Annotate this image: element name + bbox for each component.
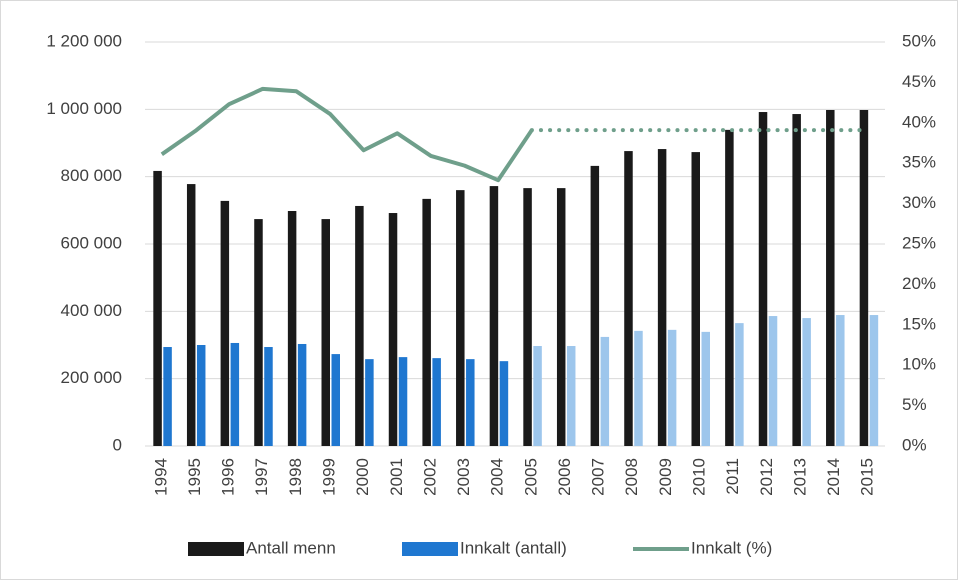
bar xyxy=(432,358,441,446)
bar xyxy=(456,190,465,446)
bar xyxy=(499,361,509,446)
x-tick-label: 1994 xyxy=(151,458,170,496)
bar xyxy=(566,346,576,446)
bar xyxy=(836,315,845,446)
bar xyxy=(657,149,667,446)
y2-tick-label: 20% xyxy=(902,274,936,293)
legend-swatch xyxy=(188,542,244,556)
bar xyxy=(768,316,778,446)
bar xyxy=(153,170,162,446)
y2-tick-label: 15% xyxy=(902,314,936,333)
bar xyxy=(365,359,374,446)
bar xyxy=(287,211,297,446)
legend-swatch xyxy=(402,542,458,556)
y2-tick-label: 45% xyxy=(902,72,936,91)
y-tick-label: 0 xyxy=(113,435,122,454)
bar xyxy=(264,347,273,446)
y2-tick-label: 35% xyxy=(902,153,936,172)
bar xyxy=(624,151,633,446)
bar xyxy=(230,342,240,446)
bar xyxy=(355,205,364,446)
x-tick-label: 2010 xyxy=(689,458,708,496)
x-tick-label: 2009 xyxy=(656,458,675,496)
x-tick-label: 2012 xyxy=(757,458,776,496)
y-tick-label: 200 000 xyxy=(61,368,122,387)
x-tick-label: 2004 xyxy=(488,458,507,496)
bar xyxy=(422,198,431,446)
bar xyxy=(600,336,610,446)
x-tick-label: 2005 xyxy=(521,458,540,496)
legend-label: Antall menn xyxy=(246,538,336,557)
bar xyxy=(220,200,230,446)
bar xyxy=(321,219,330,446)
y-tick-label: 800 000 xyxy=(61,166,122,185)
y2-tick-label: 5% xyxy=(902,395,927,414)
bar xyxy=(667,329,677,446)
x-tick-label: 2015 xyxy=(858,458,877,496)
bar xyxy=(826,110,835,447)
bar xyxy=(725,129,734,446)
x-tick-label: 2006 xyxy=(555,458,574,496)
bar xyxy=(792,114,801,447)
bar xyxy=(590,165,600,447)
x-tick-label: 2011 xyxy=(723,458,742,495)
bar xyxy=(388,213,398,446)
bar xyxy=(196,345,206,446)
bar xyxy=(331,354,340,446)
bar xyxy=(523,188,532,446)
x-tick-label: 2008 xyxy=(622,458,641,496)
y2-tick-label: 10% xyxy=(902,355,936,374)
x-tick-label: 2007 xyxy=(589,458,608,496)
legend-label: Innkalt (antall) xyxy=(460,538,567,557)
bar xyxy=(691,152,700,446)
x-tick-label: 2002 xyxy=(420,458,439,496)
y2-tick-label: 40% xyxy=(902,112,936,131)
bar xyxy=(466,359,475,446)
y-tick-label: 1 000 000 xyxy=(46,99,122,118)
bar xyxy=(556,188,566,446)
x-tick-label: 1998 xyxy=(286,458,305,496)
y2-tick-label: 0% xyxy=(902,435,927,454)
x-tick-label: 2001 xyxy=(387,458,406,496)
bar xyxy=(186,184,196,446)
y2-tick-label: 30% xyxy=(902,193,936,212)
x-tick-label: 2000 xyxy=(353,458,372,496)
y-tick-label: 400 000 xyxy=(61,301,122,320)
x-tick-label: 1995 xyxy=(185,458,204,496)
bar xyxy=(533,346,542,446)
x-tick-label: 1997 xyxy=(252,458,271,496)
y2-tick-label: 25% xyxy=(902,233,936,252)
bar xyxy=(297,343,307,446)
x-tick-label: 2014 xyxy=(824,458,843,496)
bar xyxy=(254,219,263,446)
x-tick-label: 2003 xyxy=(454,458,473,496)
y-tick-label: 1 200 000 xyxy=(46,31,122,50)
y2-tick-label: 50% xyxy=(902,31,936,50)
bar xyxy=(735,323,744,446)
bar xyxy=(802,318,811,446)
bar xyxy=(869,315,879,446)
bar xyxy=(701,331,710,446)
bar xyxy=(163,347,172,446)
line xyxy=(160,86,534,183)
bar xyxy=(634,330,643,446)
bar xyxy=(398,357,408,446)
x-tick-label: 2013 xyxy=(790,458,809,496)
x-tick-label: 1999 xyxy=(319,458,338,496)
bar xyxy=(859,110,869,447)
x-tick-label: 1996 xyxy=(219,458,238,496)
y-tick-label: 600 000 xyxy=(61,233,122,252)
bar xyxy=(489,186,499,447)
legend-label: Innkalt (%) xyxy=(691,538,772,557)
bar xyxy=(758,112,768,446)
